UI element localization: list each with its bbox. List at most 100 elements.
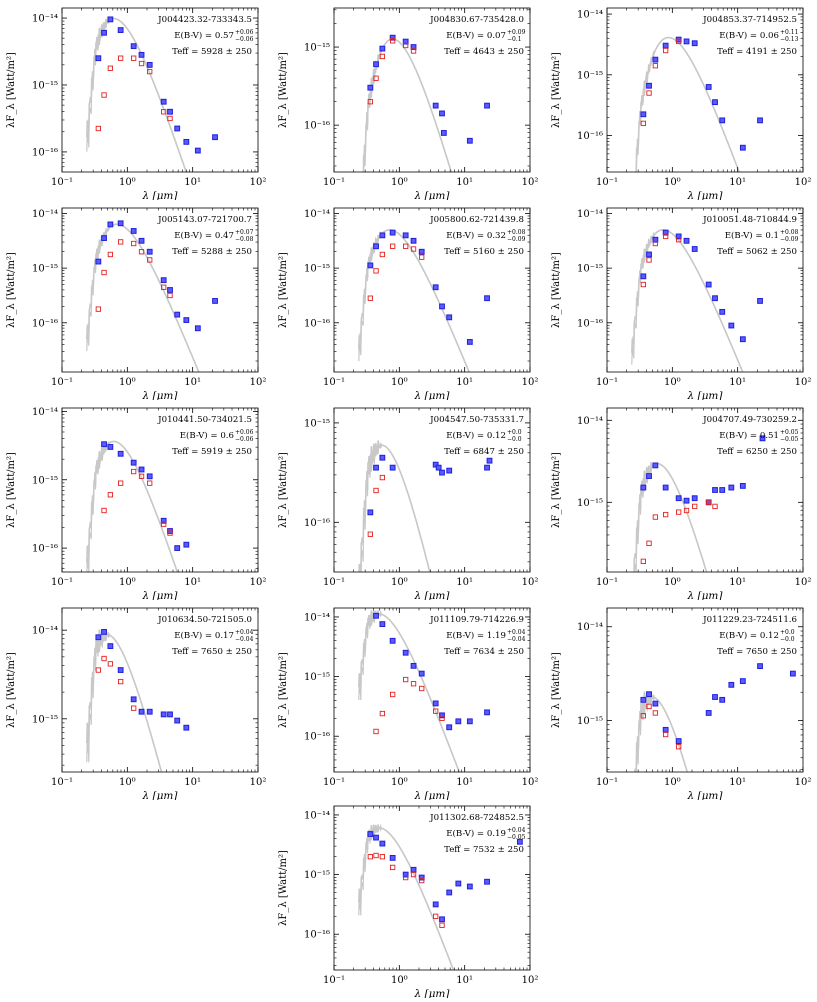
x-tick-label: 10⁰	[391, 975, 408, 986]
plot-area	[634, 36, 763, 172]
x-tick-label: 10¹	[184, 777, 201, 788]
y-tick-label: 10⁻¹⁴	[577, 209, 603, 220]
y-axis-label: λF_λ [Watt/m²]	[278, 850, 289, 926]
observed-point	[379, 474, 386, 481]
teff-value: Teff = 5928 ± 250	[172, 47, 252, 57]
observed-point	[652, 63, 659, 69]
dereddened-point	[712, 694, 718, 700]
ebv-minus: −0.0	[780, 636, 795, 643]
sed-panel: 10⁻¹ 10⁰ 10¹ 10² λ [μm] 10⁻¹⁴ 10⁻¹⁵ λF_λ [Watt/…	[545, 400, 817, 604]
observed-point	[101, 92, 107, 98]
sed-panel: 10⁻¹ 10⁰ 10¹ 10² λ [μm] 10⁻¹⁵ 10⁻¹⁶ λF_λ [Watt/…	[272, 0, 544, 204]
dereddened-point	[789, 670, 796, 677]
observed-point	[403, 243, 409, 249]
model-spectrum-envelope	[358, 826, 455, 970]
dereddened-point	[402, 649, 409, 656]
ebv-plus: +0.11	[780, 29, 798, 36]
x-tick-label: 10⁰	[664, 777, 681, 788]
x-tick-label: 10⁻¹	[51, 377, 73, 388]
plot-area	[362, 34, 490, 172]
dereddened-point	[117, 220, 124, 227]
source-name: J011302.68-724852.5	[429, 813, 524, 823]
dereddened-point	[367, 831, 374, 837]
x-tick-label: 10⁻¹	[323, 777, 345, 788]
y-axis-label: λF_λ [Watt/m²]	[6, 452, 17, 528]
observed-point	[419, 685, 425, 692]
observed-point	[389, 38, 396, 44]
sed-chart: 10⁻¹ 10⁰ 10¹ 10² λ [μm] 10⁻¹⁴ 10⁻¹⁵ 10⁻¹⁶ λF_λ […	[551, 207, 811, 402]
dereddened-point	[167, 108, 173, 115]
dereddened-point	[418, 874, 425, 881]
axes-frame	[61, 7, 259, 173]
observed-point	[389, 691, 396, 698]
y-axis: 10⁻¹⁴ 10⁻¹⁵ 10⁻¹⁶	[32, 407, 258, 569]
dereddened-point	[373, 243, 379, 250]
dereddened-point	[739, 144, 746, 151]
dereddened-point	[439, 303, 445, 310]
x-tick-label: 10⁰	[391, 177, 408, 188]
y-axis: 10⁻¹⁵ 10⁻¹⁶	[304, 9, 530, 167]
teff-value: Teff = 7650 ± 250	[717, 647, 797, 657]
observed-point	[433, 913, 439, 919]
dereddened-point	[183, 317, 190, 323]
sed-panel: 10⁻¹ 10⁰ 10¹ 10² λ [μm] 10⁻¹⁴ 10⁻¹⁵ λF_λ [Watt/…	[0, 600, 272, 804]
y-tick-label: 10⁻¹⁵	[304, 43, 330, 54]
dereddened-point	[662, 484, 669, 491]
y-axis-label: λF_λ [Watt/m²]	[278, 652, 289, 728]
dereddened-point	[101, 629, 107, 635]
plot-area	[631, 228, 763, 372]
ebv-plus: +0.08	[507, 229, 526, 236]
observed-point	[367, 531, 373, 537]
teff-value: Teff = 4191 ± 250	[717, 47, 797, 57]
y-tick-label: 10⁻¹⁶	[304, 930, 330, 941]
y-axis: 10⁻¹⁴ 10⁻¹⁵ 10⁻¹⁶	[577, 10, 803, 168]
dereddened-point	[367, 84, 374, 91]
teff-value: Teff = 5288 ± 250	[172, 247, 252, 257]
x-axis-label: λ [μm]	[142, 190, 179, 200]
y-axis-label: λF_λ [Watt/m²]	[278, 52, 289, 128]
x-axis: 10⁻¹ 10⁰ 10¹ 10²	[51, 608, 266, 788]
y-tick-label: 10⁻¹⁴	[32, 209, 58, 220]
dereddened-point	[466, 718, 473, 725]
observed-point	[373, 852, 379, 859]
ebv-value: E(B-V) = 0.47	[174, 230, 234, 241]
sed-chart: 10⁻¹ 10⁰ 10¹ 10² λ [μm] 10⁻¹⁴ 10⁻¹⁵ 10⁻¹⁶ λF_λ […	[6, 207, 266, 402]
observed-point	[646, 257, 652, 263]
dereddened-point	[455, 718, 462, 725]
dereddened-point	[662, 726, 669, 733]
x-tick-label: 10⁻¹	[596, 577, 618, 588]
dereddened-point	[95, 258, 102, 265]
dereddened-point	[101, 235, 107, 241]
x-tick-label: 10⁰	[119, 377, 136, 388]
observed-point	[367, 99, 373, 105]
x-tick-label: 10¹	[184, 177, 201, 188]
ebv-minus: −0.04	[235, 636, 254, 643]
dereddened-point	[410, 866, 417, 873]
observed-point	[439, 715, 445, 721]
dereddened-point	[432, 461, 439, 468]
x-tick-label: 10¹	[184, 377, 201, 388]
observed-point	[403, 676, 409, 683]
x-axis-label: λ [μm]	[142, 590, 179, 600]
dereddened-point	[705, 281, 712, 288]
dereddened-point	[484, 102, 490, 109]
source-name: J010051.48-710844.9	[702, 215, 797, 225]
dereddened-point	[138, 237, 145, 244]
observed-point	[646, 540, 652, 546]
dereddened-point	[683, 38, 690, 45]
observed-point	[138, 60, 145, 67]
y-tick-label: 10⁻¹⁴	[577, 622, 603, 633]
dereddened-point	[719, 696, 726, 703]
teff-value: Teff = 5062 ± 250	[717, 247, 797, 257]
source-name: J004707.49-730259.2	[702, 415, 797, 425]
sed-panel: 10⁻¹ 10⁰ 10¹ 10² λ [μm] 10⁻¹⁴ 10⁻¹⁵ 10⁻¹⁶ λF_λ […	[272, 600, 544, 804]
ebv-plus: +0.07	[235, 229, 254, 236]
x-axis: 10⁻¹ 10⁰ 10¹ 10²	[596, 408, 811, 588]
dereddened-point	[640, 273, 647, 280]
x-tick-label: 10²	[250, 177, 267, 188]
observed-point	[712, 503, 718, 510]
dereddened-point	[739, 483, 746, 489]
ebv-plus: +0.05	[780, 429, 799, 436]
dereddened-point	[95, 634, 102, 641]
dereddened-point	[379, 454, 386, 461]
